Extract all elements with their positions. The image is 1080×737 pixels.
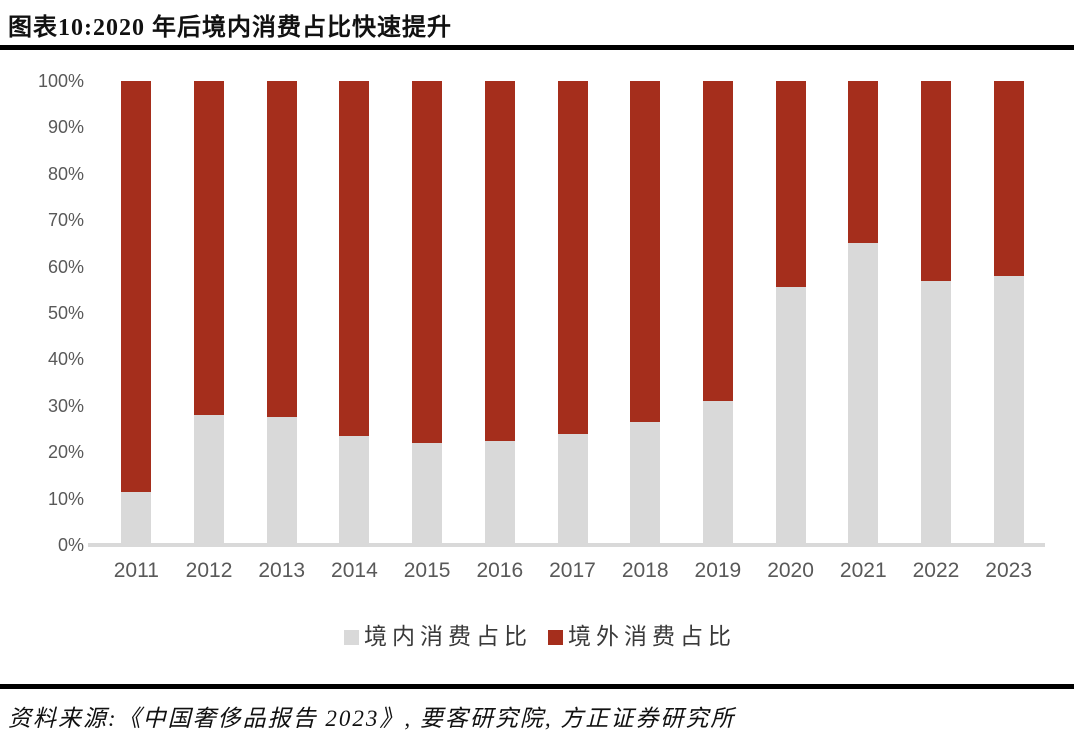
y-tick-label: 90% <box>47 117 84 138</box>
y-tick-label: 70% <box>47 210 84 231</box>
y-tick-label: 80% <box>47 163 84 184</box>
legend-item-overseas: 境外消费占比 <box>548 624 736 650</box>
x-tick-label: 2015 <box>403 559 451 582</box>
bar-segment-2018-domestic <box>630 422 661 545</box>
bar-segment-2011-domestic <box>121 491 152 545</box>
bar-segment-2013-overseas <box>266 81 297 418</box>
x-tick-label: 2019 <box>694 559 742 582</box>
y-tick-label: 10% <box>47 488 84 509</box>
y-tick-label: 100% <box>37 71 84 91</box>
x-tick-label: 2022 <box>912 559 960 582</box>
bar-segment-2014-domestic <box>339 435 370 545</box>
bar-segment-2022-overseas <box>920 81 951 281</box>
bar-segment-2019-domestic <box>702 401 733 545</box>
bar-segment-2015-overseas <box>412 81 443 443</box>
bar-segment-2011-overseas <box>121 81 152 492</box>
bar-segment-2018-overseas <box>630 81 661 423</box>
x-tick-label: 2021 <box>839 559 887 582</box>
y-tick-label: 60% <box>47 256 84 277</box>
bar-segment-2019-overseas <box>702 81 733 402</box>
chart-legend: 境内消费占比 境外消费占比 <box>0 624 1080 650</box>
x-tick-label: 2014 <box>331 559 378 582</box>
bar-segment-2020-overseas <box>775 81 806 288</box>
bar-segment-2012-domestic <box>194 415 225 545</box>
legend-swatch-icon <box>548 629 563 645</box>
chart-title: 图表10:2020 年后境内消费占比快速提升 <box>8 15 452 41</box>
bar-segment-2022-domestic <box>920 280 951 545</box>
legend-label: 境内消费占比 <box>364 624 532 649</box>
y-tick-label: 0% <box>57 535 84 555</box>
bar-segment-2020-domestic <box>775 287 806 545</box>
y-tick-label: 20% <box>47 442 84 463</box>
y-tick-label: 50% <box>47 303 84 323</box>
legend-swatch-icon <box>344 629 359 645</box>
legend-label: 境外消费占比 <box>568 624 736 649</box>
bar-segment-2014-overseas <box>339 81 370 436</box>
plot-area <box>100 81 1045 545</box>
x-axis: 2011 2012 2013 2014 2015 2016 2017 2018 2019 2020… <box>100 558 1045 586</box>
x-tick-label: 2012 <box>185 559 233 582</box>
legend-item-domestic: 境内消费占比 <box>344 624 532 650</box>
x-tick-label: 2017 <box>549 559 596 582</box>
top-divider-rule <box>0 45 1074 50</box>
bar-segment-2017-overseas <box>557 81 588 434</box>
bar-segment-2012-overseas <box>194 81 225 416</box>
x-tick-label: 2013 <box>258 559 306 582</box>
bar-segment-2021-overseas <box>848 81 879 244</box>
bar-segment-2015-domestic <box>412 442 443 545</box>
bar-segment-2016-domestic <box>484 440 515 545</box>
bar-segment-2021-domestic <box>848 243 879 545</box>
x-tick-label: 2023 <box>985 559 1032 582</box>
x-tick-label: 2018 <box>621 559 669 582</box>
x-tick-label: 2020 <box>767 559 814 582</box>
y-axis: 0% 10% 20% 30% 40% 50% 60% 70% 80% 90% 100% <box>0 71 84 555</box>
bar-segment-2017-domestic <box>557 433 588 545</box>
bar-segment-2023-overseas <box>993 81 1024 276</box>
y-tick-label: 40% <box>47 349 84 370</box>
bottom-divider-rule <box>0 684 1074 689</box>
bar-segment-2016-overseas <box>484 81 515 441</box>
x-tick-label: 2016 <box>476 559 524 582</box>
y-tick-label: 30% <box>47 395 84 416</box>
source-note: 资料来源:《中国奢侈品报告 2023》, 要客研究院, 方正证券研究所 <box>8 706 736 731</box>
x-axis-baseline <box>88 543 1045 547</box>
x-tick-label: 2011 <box>113 559 159 582</box>
bar-segment-2023-domestic <box>993 275 1024 545</box>
bar-segment-2013-domestic <box>266 417 297 545</box>
